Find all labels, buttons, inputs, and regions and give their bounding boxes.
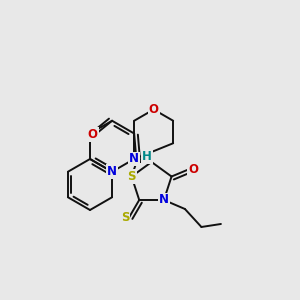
Text: N: N <box>129 152 139 166</box>
Text: N: N <box>107 165 117 178</box>
Text: N: N <box>107 165 117 178</box>
Text: O: O <box>149 103 159 116</box>
Text: O: O <box>88 128 98 141</box>
Text: S: S <box>121 212 129 224</box>
Text: H: H <box>142 150 152 163</box>
Text: N: N <box>159 194 169 206</box>
Text: O: O <box>188 163 198 176</box>
Text: S: S <box>127 170 136 183</box>
